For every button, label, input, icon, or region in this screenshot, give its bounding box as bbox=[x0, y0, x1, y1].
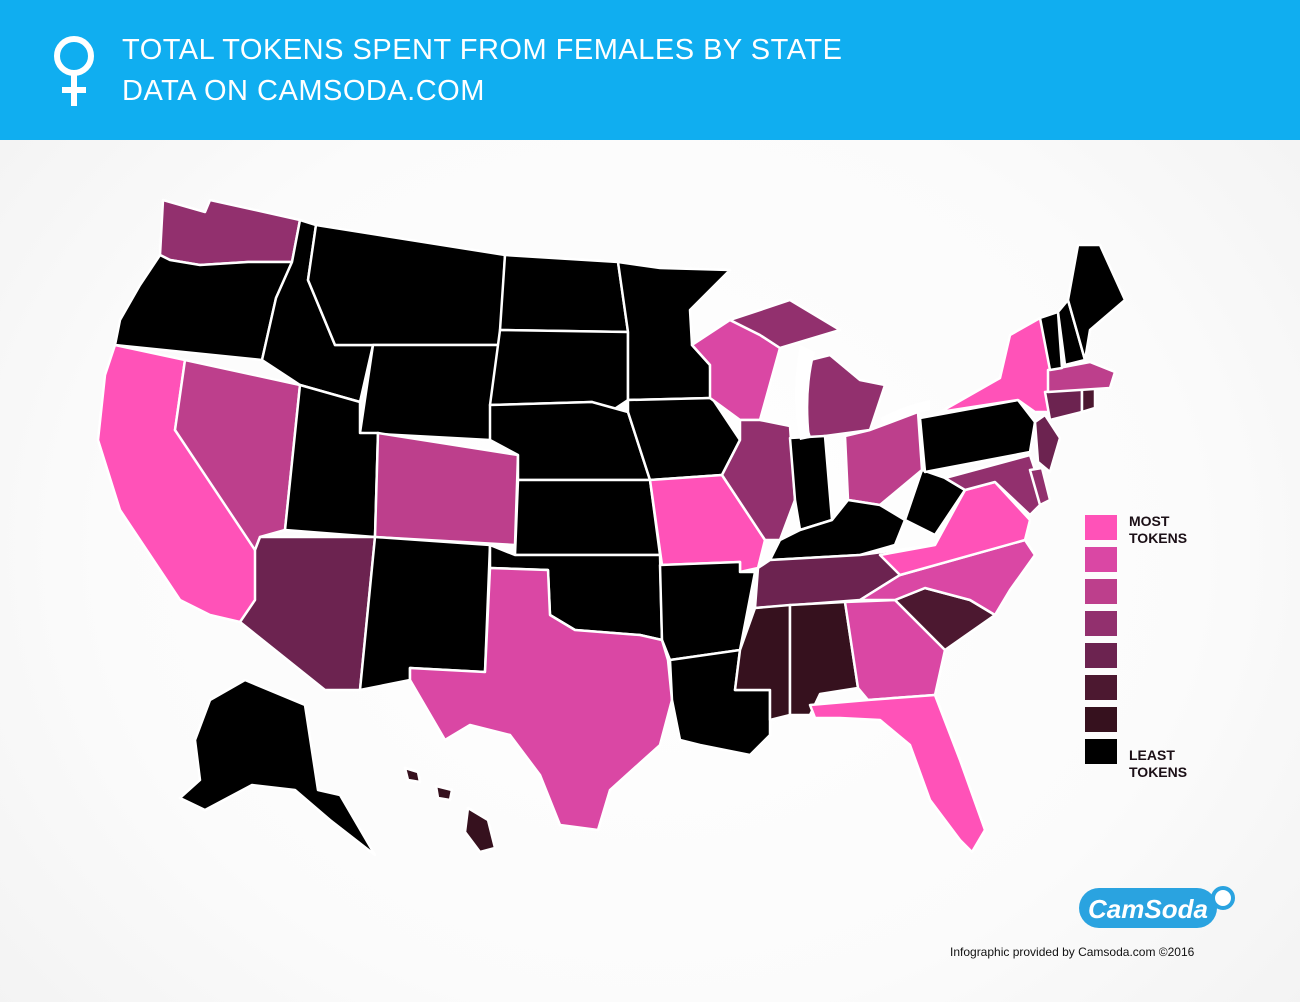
female-symbol-icon bbox=[54, 36, 94, 106]
state-mt bbox=[306, 223, 507, 347]
legend-swatch bbox=[1085, 547, 1117, 572]
state-ia bbox=[626, 396, 742, 482]
camsoda-logo: CamSoda bbox=[1079, 886, 1235, 928]
state-vt bbox=[1038, 310, 1064, 372]
logo-text: CamSoda bbox=[1088, 894, 1208, 924]
state-md bbox=[943, 453, 1047, 517]
state-mi bbox=[728, 298, 842, 350]
state-co bbox=[373, 431, 520, 547]
state-ak bbox=[178, 678, 377, 857]
state-fl bbox=[808, 693, 987, 854]
state-tx bbox=[408, 566, 674, 832]
state-ks bbox=[513, 478, 662, 557]
legend-swatch bbox=[1085, 675, 1117, 700]
state-az bbox=[238, 535, 377, 692]
legend-least-line1: LEAST bbox=[1129, 747, 1175, 763]
state-nd bbox=[498, 253, 630, 334]
great-lake-erie bbox=[880, 400, 930, 425]
state-de bbox=[1028, 466, 1052, 507]
state-me bbox=[1066, 243, 1127, 362]
state-hi-island bbox=[403, 766, 422, 784]
state-ar bbox=[658, 560, 757, 662]
legend-swatch bbox=[1085, 515, 1117, 540]
legend-least-line2: TOKENS bbox=[1129, 764, 1188, 780]
state-ma bbox=[1046, 360, 1117, 394]
state-nm bbox=[358, 535, 492, 692]
header-banner: TOTAL TOKENS SPENT FROM FEMALES BY STATE… bbox=[0, 0, 1300, 140]
legend-swatch bbox=[1085, 707, 1117, 732]
us-states-map bbox=[96, 198, 1127, 857]
state-va bbox=[878, 480, 1032, 577]
legend-most-line2: TOKENS bbox=[1129, 530, 1188, 546]
credit-line: Infographic provided by Camsoda.com ©201… bbox=[950, 945, 1195, 959]
page-title: TOTAL TOKENS SPENT FROM FEMALES BY STATE bbox=[122, 34, 843, 66]
state-nj bbox=[1033, 413, 1062, 474]
legend-swatch bbox=[1085, 579, 1117, 604]
state-in bbox=[788, 434, 834, 532]
state-ri bbox=[1080, 386, 1097, 414]
state-hi-island bbox=[434, 784, 454, 802]
page-subtitle: DATA ON CAMSODA.COM bbox=[122, 75, 485, 107]
legend-most-line1: MOST bbox=[1129, 513, 1170, 529]
state-sd bbox=[488, 328, 630, 414]
legend-swatch bbox=[1085, 643, 1117, 668]
legend-swatch bbox=[1085, 611, 1117, 636]
legend-most-label: MOST TOKENS bbox=[1129, 513, 1199, 547]
great-lake-michigan bbox=[795, 345, 815, 440]
state-hi bbox=[463, 806, 497, 854]
state-wa bbox=[158, 198, 302, 267]
legend-swatch bbox=[1085, 739, 1117, 764]
legend-least-label: LEAST TOKENS bbox=[1129, 747, 1199, 781]
state-wy bbox=[358, 343, 502, 442]
state-mi-lower bbox=[798, 353, 887, 440]
color-legend: MOST TOKENS LEAST TOKENS bbox=[1085, 513, 1205, 781]
